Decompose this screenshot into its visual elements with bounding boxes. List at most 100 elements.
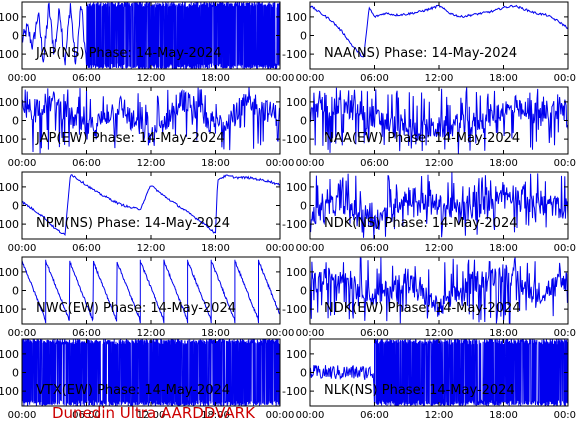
- x-tick-label: 00:00: [8, 410, 37, 421]
- panel-title: VTX(EW) Phase: 14-May-2024: [36, 383, 230, 398]
- y-tick-label: 0: [12, 200, 19, 213]
- y-tick-label: 0: [12, 30, 19, 43]
- x-tick-label: 00:00: [296, 410, 325, 421]
- y-tick-label: 0: [12, 115, 19, 128]
- x-tick-label: 06:00: [72, 158, 101, 169]
- chart-panel: 100 0 -100 00:00 06:00 12:00 18:00 00:00 NWC(EW)…: [0, 256, 295, 339]
- y-tick-label: 0: [300, 30, 307, 43]
- data-trace: [22, 87, 280, 154]
- y-tick-label: 0: [12, 367, 19, 380]
- panel-title: NPM(NS) Phase: 14-May-2024: [36, 216, 230, 231]
- y-tick-label: -100: [0, 385, 19, 398]
- panel-title: NDK(EW) Phase: 14-May-2024: [324, 301, 521, 316]
- y-tick-label: 100: [286, 266, 307, 279]
- chart-panel: 100 0 -100 00:00 06:00 12:00 18:00 00:00 JAP(NS)…: [0, 1, 295, 84]
- x-tick-label: 18:00: [489, 243, 518, 254]
- x-tick-label: 06:00: [360, 243, 389, 254]
- panel-title: NAA(EW) Phase: 14-May-2024: [324, 131, 520, 146]
- x-tick-label: 00:00: [266, 328, 295, 339]
- y-tick-label: -100: [282, 48, 307, 61]
- panel-title: NLK(NS) Phase: 14-May-2024: [324, 383, 515, 398]
- y-tick-label: 100: [0, 266, 19, 279]
- y-tick-label: -100: [0, 218, 19, 231]
- x-tick-label: 06:00: [72, 328, 101, 339]
- x-tick-label: 00:00: [266, 243, 295, 254]
- y-tick-label: -100: [0, 48, 19, 61]
- y-tick-label: 100: [286, 348, 307, 361]
- data-trace: [310, 172, 568, 239]
- y-tick-label: -100: [282, 385, 307, 398]
- y-tick-label: -100: [282, 218, 307, 231]
- x-tick-label: 18:00: [489, 73, 518, 84]
- data-trace: [310, 339, 568, 406]
- x-tick-label: 18:00: [201, 410, 230, 421]
- y-tick-label: 100: [286, 181, 307, 194]
- footer-caption: Dunedin Ultra AARDDVARK: [52, 404, 255, 422]
- y-tick-label: -100: [0, 303, 19, 316]
- x-tick-label: 06:00: [72, 410, 101, 421]
- panel-title: NWC(EW) Phase: 14-May-2024: [36, 301, 236, 316]
- x-tick-label: 00:00: [8, 328, 37, 339]
- x-tick-label: 00:00: [554, 158, 576, 169]
- x-tick-label: 06:00: [72, 243, 101, 254]
- x-tick-label: 18:00: [489, 158, 518, 169]
- x-tick-label: 00:00: [296, 73, 325, 84]
- x-tick-label: 12:00: [137, 73, 166, 84]
- x-tick-label: 00:00: [296, 328, 325, 339]
- x-tick-label: 12:00: [425, 243, 454, 254]
- x-tick-label: 06:00: [360, 158, 389, 169]
- y-tick-label: 100: [0, 96, 19, 109]
- x-tick-label: 12:00: [137, 328, 166, 339]
- y-tick-label: 0: [300, 200, 307, 213]
- chart-panel: 100 0 -100 00:00 06:00 12:00 18:00 00:00 NAA(NS)…: [282, 1, 576, 84]
- x-tick-label: 06:00: [360, 410, 389, 421]
- x-tick-label: 12:00: [137, 158, 166, 169]
- x-tick-label: 18:00: [201, 158, 230, 169]
- x-tick-label: 12:00: [137, 243, 166, 254]
- y-tick-label: 100: [0, 181, 19, 194]
- data-trace: [22, 259, 280, 324]
- y-tick-label: 0: [300, 285, 307, 298]
- panel-title: NDK(NS) Phase: 14-May-2024: [324, 216, 518, 231]
- panel-title: JAP(NS) Phase: 14-May-2024: [35, 46, 222, 61]
- x-tick-label: 00:00: [8, 73, 37, 84]
- panel-title: NAA(NS) Phase: 14-May-2024: [324, 46, 517, 61]
- x-tick-label: 00:00: [296, 243, 325, 254]
- chart-panel: 100 0 -100 00:00 06:00 12:00 18:00 00:00 NDK(EW)…: [282, 256, 576, 339]
- y-tick-label: 0: [300, 367, 307, 380]
- y-tick-label: 0: [12, 285, 19, 298]
- panel-title: JAP(EW) Phase: 14-May-2024: [35, 131, 225, 146]
- x-tick-label: 18:00: [489, 328, 518, 339]
- y-tick-label: -100: [282, 303, 307, 316]
- x-tick-label: 00:00: [8, 243, 37, 254]
- chart-panel: 100 0 -100 00:00 06:00 12:00 18:00 00:00 NAA(EW)…: [282, 86, 576, 169]
- x-tick-label: 00:00: [8, 158, 37, 169]
- x-tick-label: 18:00: [201, 243, 230, 254]
- x-tick-label: 00:00: [554, 328, 576, 339]
- x-tick-label: 00:00: [554, 73, 576, 84]
- x-tick-label: 18:00: [201, 73, 230, 84]
- data-trace: [310, 257, 568, 324]
- x-tick-label: 00:00: [266, 158, 295, 169]
- chart-panel: 100 0 -100 00:00 06:00 12:00 18:00 00:00 JAP(EW)…: [0, 86, 295, 169]
- chart-panel: 100 0 -100 00:00 06:00 12:00 18:00 00:00 NPM(NS)…: [0, 171, 295, 254]
- x-tick-label: 12:00: [425, 158, 454, 169]
- y-tick-label: -100: [0, 133, 19, 146]
- x-tick-label: 18:00: [489, 410, 518, 421]
- data-trace: [310, 87, 568, 154]
- y-tick-label: -100: [282, 133, 307, 146]
- chart-panel: 100 0 -100 00:00 06:00 12:00 18:00 00:00 NLK(NS)…: [282, 338, 576, 421]
- x-tick-label: 12:00: [425, 410, 454, 421]
- x-tick-label: 12:00: [425, 328, 454, 339]
- x-tick-label: 00:00: [296, 158, 325, 169]
- x-tick-label: 12:00: [425, 73, 454, 84]
- x-tick-label: 00:00: [554, 410, 576, 421]
- x-tick-label: 00:00: [266, 410, 295, 421]
- x-tick-label: 00:00: [266, 73, 295, 84]
- y-tick-label: 100: [286, 11, 307, 24]
- x-tick-label: 18:00: [201, 328, 230, 339]
- data-trace: [22, 174, 280, 236]
- y-tick-label: 100: [0, 11, 19, 24]
- x-tick-label: 06:00: [72, 73, 101, 84]
